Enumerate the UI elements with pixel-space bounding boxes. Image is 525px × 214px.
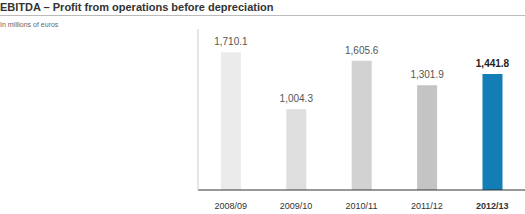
svg-text:2009/10: 2009/10	[280, 201, 313, 211]
svg-text:1,301.9: 1,301.9	[410, 69, 444, 80]
svg-text:1,605.6: 1,605.6	[345, 45, 379, 56]
svg-text:2008/09: 2008/09	[214, 201, 247, 211]
svg-text:2012/13: 2012/13	[476, 201, 509, 211]
html-text:EBITDA – Profit from operation: EBITDA – Profit from operations before d…	[0, 1, 274, 13]
svg-text:1,004.3: 1,004.3	[280, 93, 314, 104]
html-text:In millions of euros: In millions of euros	[0, 21, 59, 28]
svg-text:1,710.1: 1,710.1	[214, 36, 248, 47]
svg-text:2010/11: 2010/11	[346, 201, 378, 211]
svg-text:1,441.8: 1,441.8	[476, 58, 510, 69]
svg-text:2011/12: 2011/12	[411, 201, 443, 211]
